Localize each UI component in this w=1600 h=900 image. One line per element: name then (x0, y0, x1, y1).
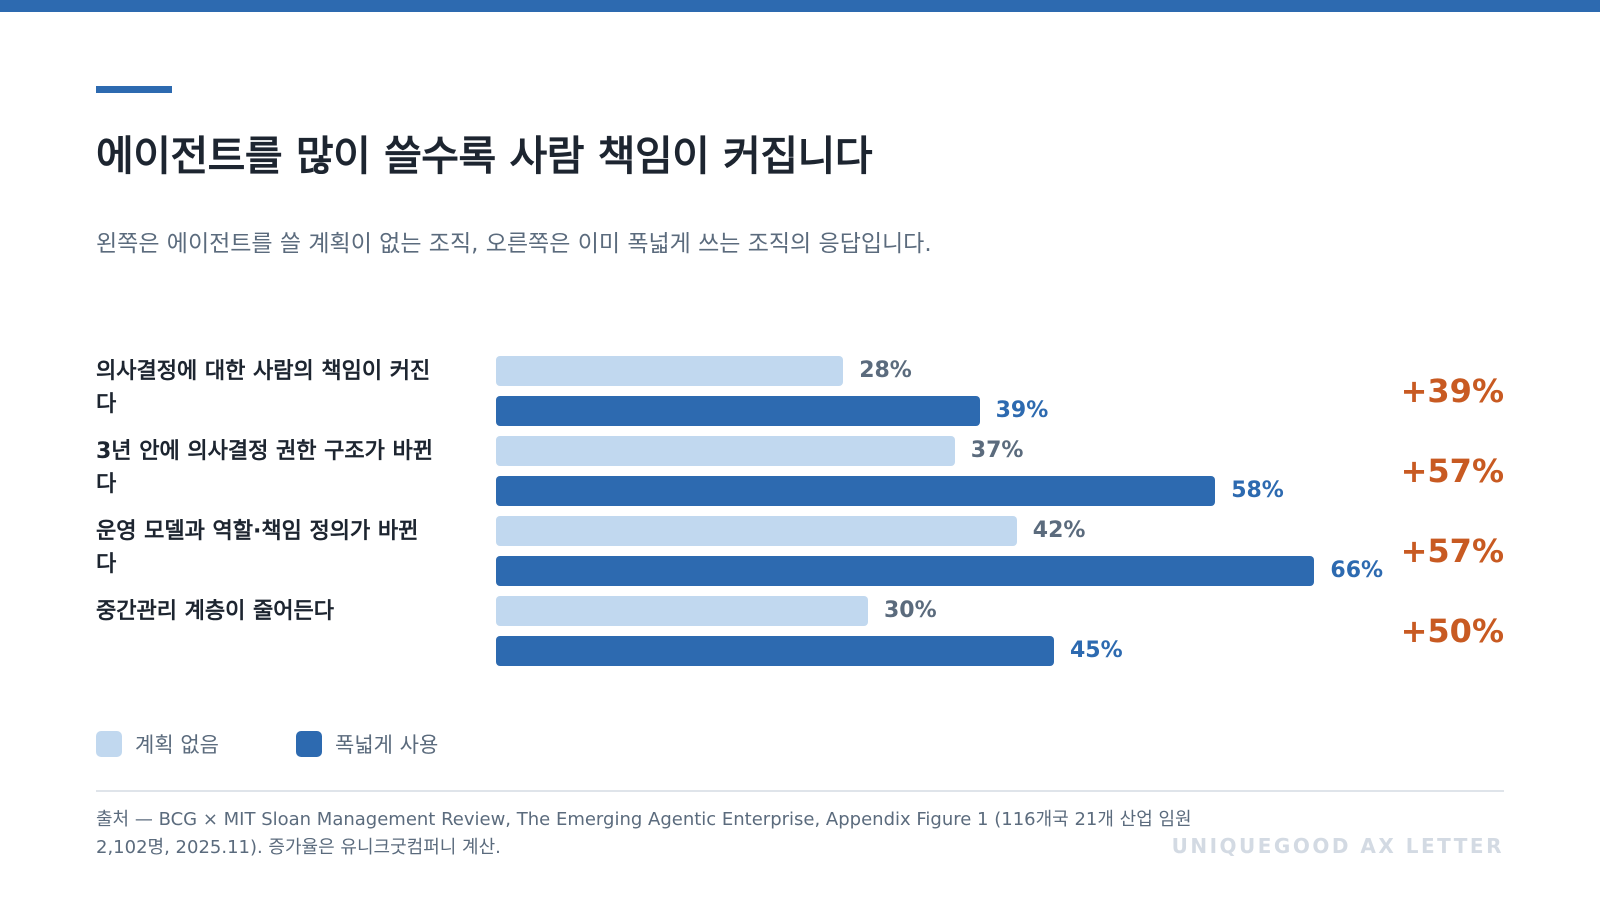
page-subtitle: 왼쪽은 에이전트를 쓸 계획이 없는 조직, 오른쪽은 이미 폭넓게 쓰는 조직… (96, 231, 932, 257)
legend-item-broad-use: 폭넓게 사용 (296, 729, 438, 759)
category-label: 운영 모델과 역할·책임 정의가 바뀐다 (96, 519, 419, 577)
increase-label: +50% (1400, 612, 1504, 650)
data-label: 39% (995, 398, 1049, 423)
data-label: 37% (970, 438, 1024, 463)
footer-divider (96, 790, 1504, 792)
data-label: 66% (1330, 558, 1384, 583)
data-label: 58% (1231, 478, 1284, 503)
data-label: 30% (884, 598, 937, 623)
title-accent-line (96, 86, 172, 93)
bar-no-plan (496, 356, 844, 386)
legend-label-no-plan: 계획 없음 (135, 733, 219, 757)
increase-label: +39% (1400, 372, 1504, 410)
category-label: 의사결정에 대한 사람의 책임이 커진다 (96, 359, 431, 417)
data-label: 28% (859, 358, 912, 383)
bar-no-plan (496, 596, 868, 626)
increase-label: +57% (1400, 452, 1504, 490)
source-note: 출처 — BCG × MIT Sloan Management Review, … (96, 809, 1192, 858)
bar-broad-use (496, 476, 1216, 506)
bar-broad-use (496, 396, 980, 426)
legend-swatch-broad-use (296, 731, 322, 757)
bar-broad-use (496, 556, 1315, 586)
category-label: 3년 안에 의사결정 권한 구조가 바뀐다 (96, 439, 433, 497)
top-accent-band (0, 0, 1600, 12)
increase-label: +57% (1400, 532, 1504, 570)
bar-no-plan (496, 516, 1017, 546)
legend-item-no-plan: 계획 없음 (96, 729, 219, 759)
bar-no-plan (496, 436, 955, 466)
data-label: 42% (1032, 518, 1086, 543)
page-title: 에이전트를 많이 쓸수록 사람 책임이 커집니다 (96, 132, 873, 180)
legend-swatch-no-plan (96, 731, 122, 757)
category-label: 중간관리 계층이 줄어든다 (96, 599, 334, 624)
bar-broad-use (496, 636, 1054, 666)
legend-label-broad-use: 폭넓게 사용 (335, 733, 439, 757)
data-label: 45% (1070, 638, 1123, 663)
brand-watermark: UNIQUEGOOD AX LETTER (1171, 834, 1504, 858)
